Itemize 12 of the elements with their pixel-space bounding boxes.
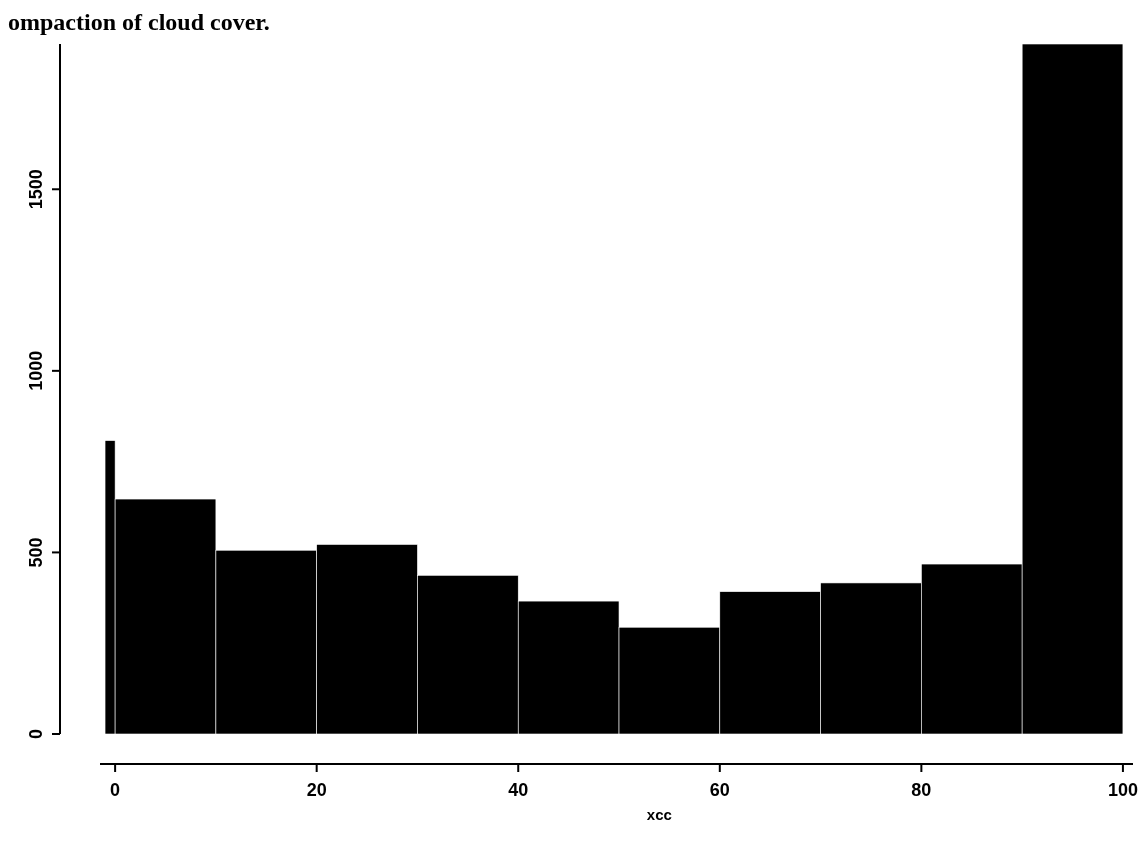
x-tick-label: 100 bbox=[1107, 780, 1138, 800]
y-tick-label: 0 bbox=[26, 728, 46, 740]
chart-title: ompaction of cloud cover. bbox=[8, 9, 270, 35]
x-tick-label: 60 bbox=[709, 780, 730, 800]
x-tick-label: 0 bbox=[110, 780, 121, 800]
x-axis-title: xcc bbox=[646, 806, 672, 823]
y-tick-label: 1500 bbox=[26, 169, 46, 210]
x-tick-label: 80 bbox=[911, 780, 932, 800]
y-tick-label: 1000 bbox=[26, 350, 46, 391]
y-tick-label: 500 bbox=[26, 537, 46, 568]
x-tick-label: 20 bbox=[306, 780, 327, 800]
x-tick-label: 40 bbox=[508, 780, 529, 800]
